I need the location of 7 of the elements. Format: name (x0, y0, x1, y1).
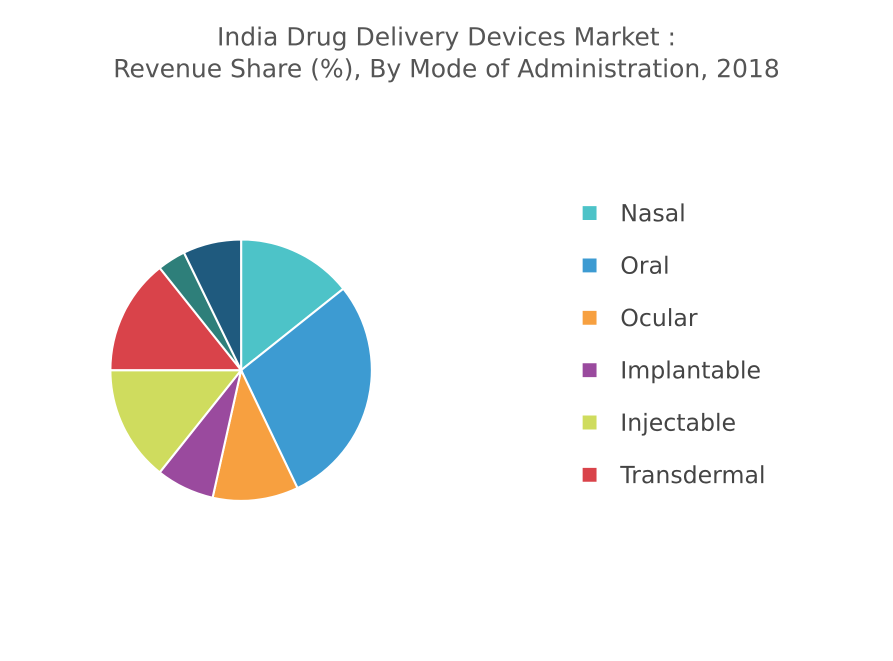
legend-label: Ocular (622, 308, 698, 326)
legend-label: Transdermal (620, 465, 764, 484)
legend-label: Implantable (622, 360, 760, 384)
legend-label: Injectable (622, 412, 735, 436)
legend-label: Oral (622, 256, 668, 274)
legend-label: Nasal (622, 203, 684, 222)
chart-title: India Drug Delivery Devices Market : Revenue Share (%), By Mode of Administration, 2018 (116, 26, 778, 82)
